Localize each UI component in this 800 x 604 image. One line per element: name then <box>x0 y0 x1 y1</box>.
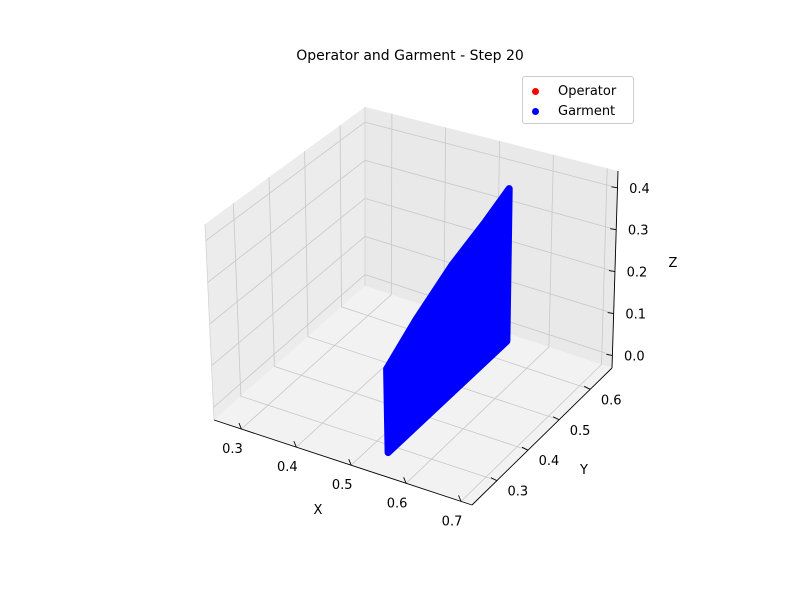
y-tick-3 <box>584 385 591 390</box>
x-tick-label-3: 0.6 <box>387 496 408 511</box>
z-tick-label-0: 0.0 <box>624 349 645 364</box>
legend-label-operator: Operator <box>558 83 617 99</box>
y-tick-label-3: 0.6 <box>601 393 622 408</box>
y-axis-label: Y <box>579 463 588 478</box>
z-axis-line <box>611 170 619 369</box>
pane-edge-left <box>204 223 215 421</box>
x-tick-4 <box>458 495 462 502</box>
garment-surface <box>383 185 513 457</box>
x-tick-3 <box>403 477 407 484</box>
y-axis-line <box>471 367 613 506</box>
legend-entry-operator: Operator <box>532 82 616 100</box>
legend: Operator Garment <box>522 76 634 124</box>
z-tick-label-1: 0.1 <box>625 308 646 323</box>
z-tick-0 <box>606 353 613 356</box>
grid-line-y-3 <box>339 125 591 390</box>
x-tick-2 <box>348 459 352 466</box>
grid-line-x-0 <box>241 113 393 430</box>
y-tick-label-2: 0.5 <box>570 424 591 439</box>
y-tick-label-0: 0.3 <box>508 485 529 500</box>
legend-marker-garment <box>532 107 539 115</box>
grid-line-x-4 <box>460 168 608 502</box>
grid-line-y-0 <box>233 203 498 481</box>
z-tick-label-4: 0.4 <box>629 182 650 197</box>
y-tick-0 <box>490 477 498 482</box>
x-axis-label: X <box>314 503 323 518</box>
chart-title: Operator and Garment - Step 20 <box>296 48 524 64</box>
grid-line-y-2 <box>304 151 560 421</box>
x-tick-label-2: 0.5 <box>332 478 353 493</box>
x-tick-label-1: 0.4 <box>277 460 298 475</box>
grid-line-y-1 <box>268 177 529 451</box>
z-tick-1 <box>607 312 614 314</box>
z-tick-4 <box>611 186 618 189</box>
grid-line-x-3 <box>405 154 554 484</box>
y-tick-1 <box>521 446 529 451</box>
legend-label-garment: Garment <box>558 103 616 119</box>
legend-entry-garment: Garment <box>532 102 615 120</box>
z-axis-label: Z <box>669 256 678 271</box>
x-axis-line <box>213 419 473 506</box>
x-tick-1 <box>293 440 297 448</box>
legend-marker-operator <box>532 87 539 95</box>
x-tick-label-4: 0.7 <box>442 514 463 529</box>
z-tick-2 <box>608 270 616 273</box>
y-tick-label-1: 0.4 <box>539 454 560 469</box>
z-tick-label-3: 0.3 <box>628 224 649 239</box>
x-tick-label-0: 0.3 <box>222 442 243 457</box>
z-tick-label-2: 0.2 <box>627 266 648 281</box>
z-tick-3 <box>610 228 617 231</box>
x-tick-0 <box>238 422 242 430</box>
y-tick-2 <box>552 416 560 421</box>
